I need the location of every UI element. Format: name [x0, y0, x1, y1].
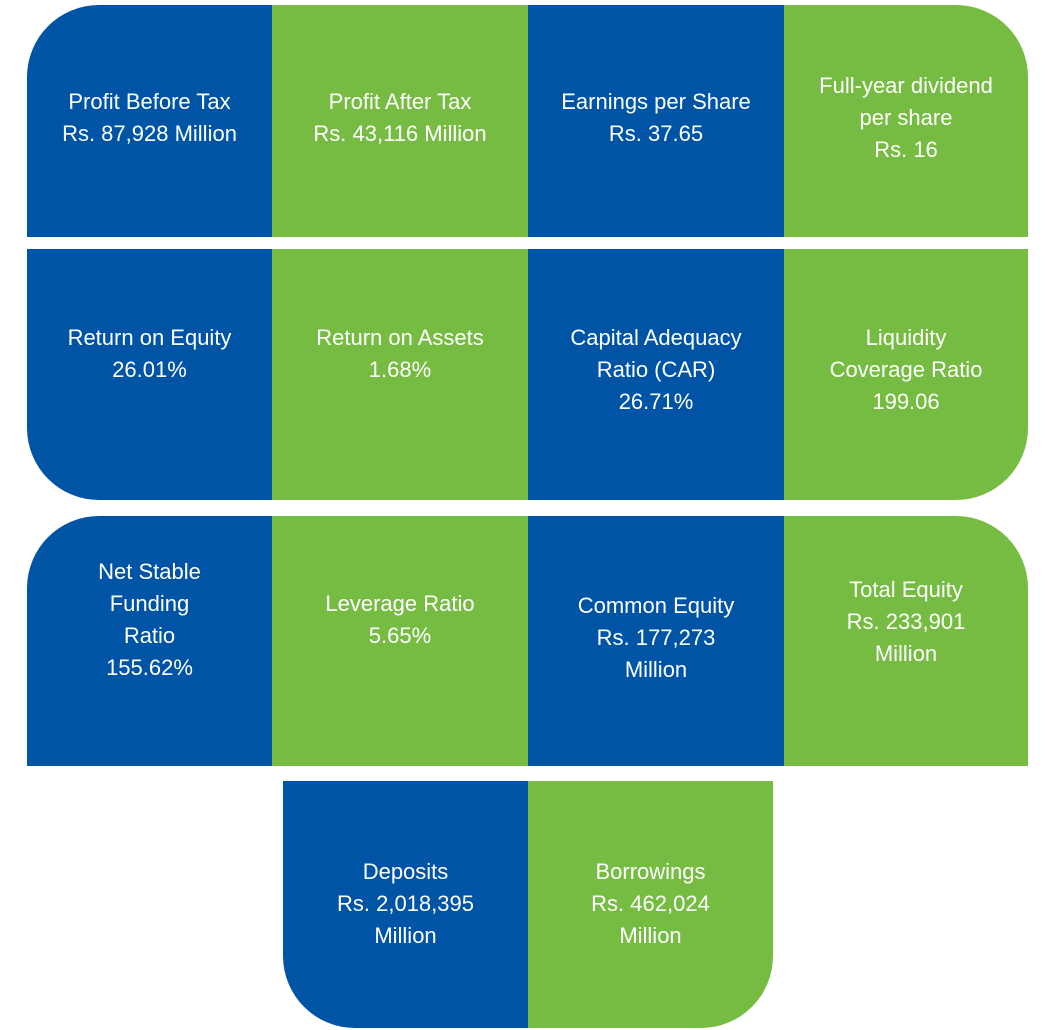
tile-text: Deposits [362, 859, 449, 884]
kpi-tile: Profit After Tax Rs. 43,116 Million [272, 5, 528, 237]
tile-text: Ratio (CAR) [596, 357, 716, 382]
kpi-tile: Borrowings Rs. 462,024 Million [528, 781, 773, 1028]
kpi-tile: Total Equity Rs. 233,901 Million [784, 516, 1028, 766]
kpi-tile: Profit Before Tax Rs. 87,928 Million [27, 5, 272, 237]
tile-text: Borrowings [595, 859, 706, 884]
tile-text: Liquidity [865, 325, 947, 350]
tile-text: Rs. 87,928 Million [62, 121, 237, 146]
tile-text: Profit After Tax [328, 89, 472, 114]
tile-text: Million [874, 641, 938, 666]
kpi-tile: Common Equity Rs. 177,273 Million [528, 516, 784, 766]
tile-text: Capital Adequacy [570, 325, 742, 350]
tile-text: Earnings per Share [561, 89, 751, 114]
tile-text: Rs. 37.65 [608, 121, 704, 146]
tile-text: Million [374, 923, 437, 948]
kpi-tile: Net Stable Funding Ratio 155.62% [27, 516, 272, 766]
tile-text: Coverage Ratio [829, 357, 983, 382]
kpi-tile: Earnings per Share Rs. 37.65 [528, 5, 784, 237]
tile-text: Total Equity [849, 577, 963, 602]
kpi-tile: Return on Equity 26.01% [27, 249, 272, 500]
tile-text: per share [859, 105, 953, 130]
tile-text: 1.68% [368, 357, 432, 382]
tile-text: 5.65% [368, 623, 432, 648]
kpi-tile: Return on Assets 1.68% [272, 249, 528, 500]
tile-text: Return on Equity [67, 325, 232, 350]
tile-text: 26.71% [618, 389, 694, 414]
kpi-tile: Leverage Ratio 5.65% [272, 516, 528, 766]
tile-text: Profit Before Tax [68, 89, 231, 114]
tile-text: 199.06 [872, 389, 940, 414]
tile-text: Rs. 16 [874, 137, 938, 162]
tile-text: Rs. 2,018,395 [337, 891, 474, 916]
kpi-tile: Full-year dividend per share Rs. 16 [784, 5, 1028, 237]
tile-text: Return on Assets [316, 325, 484, 350]
tile-text: Leverage Ratio [325, 591, 475, 616]
tile-text: Funding [109, 591, 190, 616]
tile-text: Rs. 233,901 [846, 609, 966, 634]
tile-text: 26.01% [112, 357, 187, 382]
tile-text: Net Stable [98, 559, 201, 584]
kpi-tile: Deposits Rs. 2,018,395 Million [283, 781, 528, 1028]
kpi-tile: Capital Adequacy Ratio (CAR) 26.71% [528, 249, 784, 500]
tile-text: Million [624, 657, 688, 682]
tile-text: Rs. 177,273 [596, 625, 716, 650]
tile-text: 155.62% [106, 655, 193, 680]
tile-text: Ratio [123, 623, 176, 648]
kpi-tile: Liquidity Coverage Ratio 199.06 [784, 249, 1028, 500]
tile-text: Common Equity [577, 593, 735, 618]
tile-text: Rs. 462,024 [591, 891, 710, 916]
tile-text: Full-year dividend [819, 73, 993, 98]
tile-text: Rs. 43,116 Million [313, 121, 487, 146]
tile-text: Million [619, 923, 682, 948]
